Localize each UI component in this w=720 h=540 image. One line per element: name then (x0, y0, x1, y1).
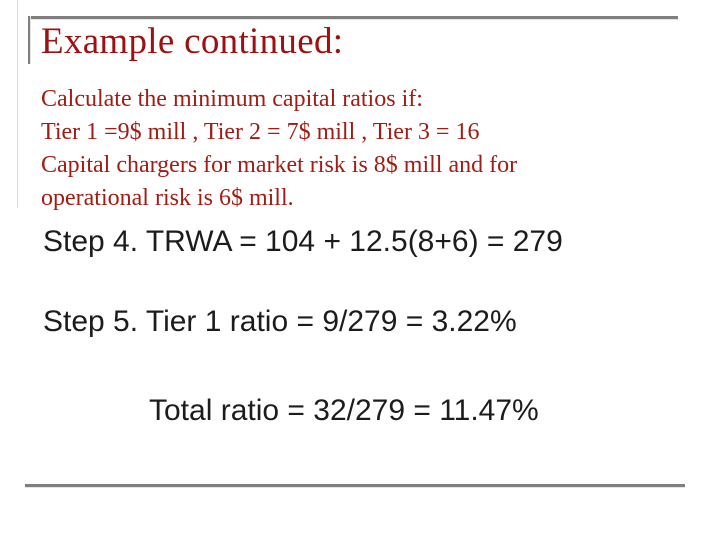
intro-line-2: Tier 1 =9$ mill , Tier 2 = 7$ mill , Tie… (41, 119, 480, 145)
top-rule (28, 16, 678, 20)
slide-title: Example continued: (41, 21, 344, 62)
left-accent-line (17, 0, 18, 208)
bottom-rule (25, 484, 685, 488)
step-5-line: Step 5. Tier 1 ratio = 9/279 = 3.22% (43, 305, 517, 338)
title-corner-bracket (28, 16, 31, 64)
intro-line-3: Capital chargers for market risk is 8$ m… (41, 152, 518, 178)
total-ratio-line: Total ratio = 32/279 = 11.47% (149, 394, 539, 427)
intro-line-1: Calculate the minimum capital ratios if: (41, 86, 423, 112)
intro-line-4: operational risk is 6$ mill. (41, 185, 294, 211)
step-4-line: Step 4. TRWA = 104 + 12.5(8+6) = 279 (43, 225, 563, 258)
intro-paragraph: Calculate the minimum capital ratios if:… (41, 83, 517, 215)
